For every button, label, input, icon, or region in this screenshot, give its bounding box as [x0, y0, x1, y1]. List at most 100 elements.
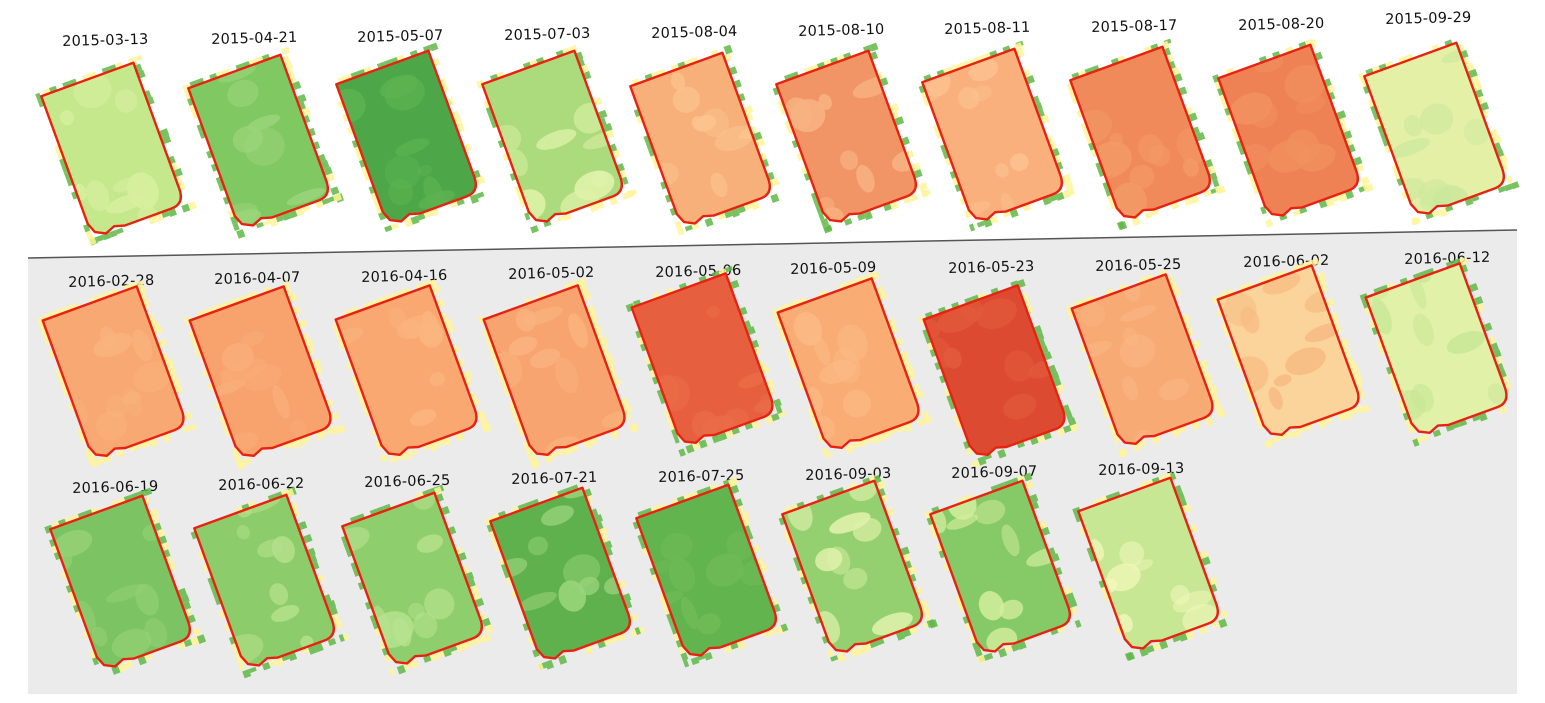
texture-spot	[1122, 376, 1139, 401]
texture-spot	[554, 357, 579, 394]
texture-spot	[1389, 138, 1431, 158]
field-boundary	[922, 284, 1066, 456]
texture-spot	[1409, 273, 1427, 310]
field-boundary	[1216, 264, 1360, 436]
texture-spot	[52, 530, 93, 558]
texture-spot	[601, 411, 628, 428]
texture-spot	[726, 531, 753, 561]
texture-spot	[1463, 119, 1490, 146]
field-boundary	[193, 493, 335, 667]
texture-spot	[1487, 383, 1506, 405]
texture-spot	[1172, 590, 1212, 613]
field-boundary	[1364, 262, 1508, 434]
field-boundary	[482, 284, 626, 456]
field-ndvi-map	[1066, 38, 1226, 231]
texture-spot	[1446, 331, 1485, 354]
texture-spot	[1119, 334, 1156, 368]
texture-spot	[290, 419, 307, 438]
field-boundary	[635, 483, 777, 657]
field-ndvi-map	[1211, 257, 1371, 449]
texture-spot	[1159, 378, 1190, 401]
pixel-halo	[632, 476, 789, 668]
texture-spot	[224, 358, 267, 381]
field-ndvi-map	[182, 46, 345, 239]
field-ndvi-map	[44, 487, 207, 675]
texture-spot	[1285, 347, 1326, 376]
field-ndvi-map	[35, 54, 197, 246]
texture-spot	[738, 372, 768, 389]
texture-spot	[1268, 386, 1283, 410]
texture-spot	[272, 384, 290, 419]
texture-spot	[508, 336, 538, 356]
field-boundary	[1363, 41, 1505, 215]
texture-spot	[518, 591, 557, 611]
texture-spot	[872, 612, 913, 636]
field-ndvi-map	[477, 277, 639, 469]
texture-spot	[1119, 541, 1145, 567]
field-ndvi-map	[1072, 472, 1229, 661]
texture-spot	[568, 313, 588, 348]
field-boundary	[335, 49, 477, 223]
texture-spot	[1240, 306, 1260, 334]
texture-spot	[1120, 305, 1157, 322]
texture-spot	[815, 547, 843, 572]
pixel-halo	[182, 46, 345, 239]
field-ndvi-map	[629, 44, 780, 236]
field-boundary	[40, 61, 182, 235]
field-ndvi-map	[1212, 39, 1374, 228]
texture-spot	[1295, 95, 1326, 115]
texture-spot	[424, 588, 455, 620]
texture-spot	[1412, 313, 1435, 347]
texture-spot	[379, 74, 419, 99]
texture-spot	[232, 125, 264, 153]
texture-spot	[106, 584, 146, 603]
field-boundary	[49, 494, 191, 668]
texture-spot	[541, 505, 574, 526]
field-ndvi-map	[476, 45, 638, 234]
field-ndvi-map	[1359, 256, 1512, 447]
texture-spot	[563, 487, 599, 499]
texture-spot	[96, 410, 128, 441]
texture-spot	[558, 580, 587, 612]
texture-spot	[286, 187, 326, 206]
texture-spot	[1284, 64, 1326, 103]
texture-spot	[221, 342, 254, 372]
pixel-halo	[625, 265, 786, 457]
field-boundary	[921, 47, 1063, 221]
texture-spot	[946, 514, 978, 530]
texture-spot	[527, 536, 549, 556]
texture-spot	[843, 389, 871, 418]
field-boundary	[481, 49, 623, 223]
texture-spot	[123, 387, 142, 417]
texture-spot	[515, 308, 537, 332]
texture-spot	[660, 532, 693, 562]
texture-spot	[1268, 139, 1310, 173]
texture-spot	[707, 305, 720, 318]
field-boundary	[775, 49, 917, 223]
field-ndvi-map	[771, 270, 933, 459]
texture-spot	[126, 172, 159, 210]
field-boundary	[489, 486, 631, 660]
texture-spot	[856, 164, 875, 193]
texture-spot	[536, 129, 577, 150]
texture-spot	[1001, 524, 1020, 557]
field-ndvi-map	[917, 279, 1079, 469]
texture-spot	[790, 99, 826, 133]
texture-spot	[563, 554, 601, 587]
texture-spot	[1112, 182, 1148, 220]
texture-spot	[1148, 144, 1171, 167]
field-boundary	[1069, 45, 1211, 219]
texture-spot	[1003, 393, 1037, 420]
texture-spot	[813, 335, 830, 366]
field-boundary	[781, 479, 923, 653]
field-boundary	[1077, 476, 1219, 650]
texture-spot	[1129, 164, 1155, 189]
texture-spot	[423, 175, 445, 211]
texture-spot	[1080, 302, 1106, 327]
texture-spot	[1182, 158, 1199, 177]
texture-spot	[680, 596, 699, 630]
pixel-halo	[631, 44, 780, 236]
field-ndvi-map	[924, 472, 1082, 664]
texture-spot	[668, 558, 696, 592]
